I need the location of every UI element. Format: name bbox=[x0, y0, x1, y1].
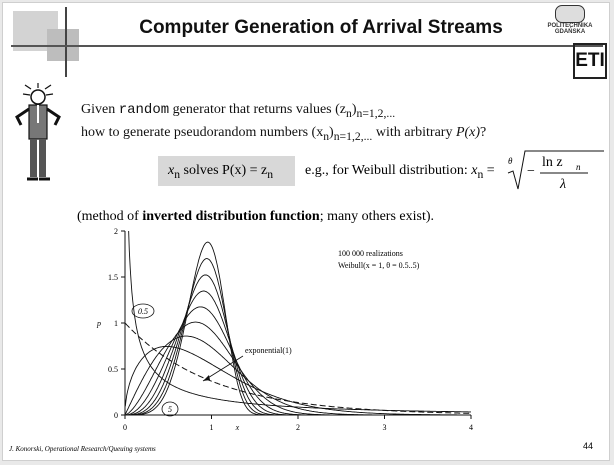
x-tick-label: 2 bbox=[296, 423, 300, 432]
intro-2-px: P(x) bbox=[455, 124, 481, 140]
example-text: e.g., for Weibull distribution: xn = bbox=[305, 163, 495, 181]
method-a: (method of bbox=[77, 209, 143, 224]
x-tick-label: 1 bbox=[210, 423, 214, 432]
university-name: POLITECHNIKA GDAŃSKA bbox=[547, 23, 593, 35]
corner-vertical-line bbox=[65, 7, 67, 77]
x-tick-label: 3 bbox=[383, 423, 387, 432]
eg-eq: = bbox=[483, 163, 495, 178]
intro-line-2: how to generate pseudorandom numbers (xn… bbox=[81, 123, 486, 146]
method-b: ; many others exist). bbox=[319, 209, 434, 224]
annotation-theta-low: 0.5 bbox=[138, 307, 148, 316]
weibull-chart: 0 1 2 3 4 0 0.5 1 1.5 2 x p 100 000 realizations Weib… bbox=[96, 227, 473, 432]
intro-1b: generator that returns values (z bbox=[169, 102, 347, 117]
intro-text: Given random generator that returns valu… bbox=[81, 100, 486, 146]
formula-rest: solves P(x) = z bbox=[180, 163, 268, 178]
y-tick-label: 1 bbox=[114, 319, 118, 328]
title-underline bbox=[11, 45, 603, 47]
y-tick-label: 0 bbox=[114, 411, 118, 420]
root-numerator: ln z bbox=[542, 155, 563, 170]
series-line-theta-4.5 bbox=[125, 258, 471, 415]
footer-text: J. Konorski, Operational Research/Queuin… bbox=[9, 445, 156, 453]
chart-legend-line-2: Weibull(x = 1, θ = 0.5..5) bbox=[338, 261, 420, 270]
thinking-man-icon bbox=[15, 83, 61, 181]
intro-2a: how to generate pseudorandom numbers (x bbox=[81, 124, 324, 140]
random-code: random bbox=[118, 102, 170, 118]
slide-title: Computer Generation of Arrival Streams bbox=[139, 17, 503, 38]
series-line-theta-1 bbox=[125, 323, 471, 414]
root-minus: − bbox=[527, 164, 535, 179]
slide: Computer Generation of Arrival Streams P… bbox=[2, 2, 610, 461]
formula-x: x bbox=[168, 163, 175, 178]
eg-sub: n bbox=[477, 167, 484, 181]
root-denominator: λ bbox=[559, 177, 566, 192]
intro-2b: ) bbox=[329, 124, 334, 140]
series-line-theta-1.5 bbox=[125, 345, 471, 415]
eg-text: e.g., for Weibull distribution: bbox=[305, 163, 472, 178]
y-tick-label: 1.5 bbox=[108, 273, 118, 282]
root-sign bbox=[507, 150, 604, 190]
formula-sub: n bbox=[174, 167, 181, 181]
method-text: (method of inverted distribution functio… bbox=[77, 209, 434, 225]
x-axis-label: x bbox=[235, 423, 240, 432]
chart-legend-line-1: 100 000 realizations bbox=[338, 249, 403, 258]
weibull-formula: θ − ln z n λ bbox=[507, 150, 604, 192]
y-axis-label: p bbox=[96, 319, 101, 328]
method-bold: inverted distribution function bbox=[142, 209, 320, 224]
y-tick-label: 2 bbox=[114, 227, 118, 236]
eg-x: x bbox=[471, 163, 478, 178]
series-line-theta-3 bbox=[125, 306, 471, 415]
intro-2-q: ? bbox=[480, 124, 487, 140]
series-line-theta-2.5 bbox=[125, 321, 471, 415]
intro-1c: ) bbox=[351, 102, 357, 117]
page-number: 44 bbox=[583, 441, 594, 451]
root-index: θ bbox=[508, 156, 513, 166]
y-tick-label: 0.5 bbox=[108, 365, 118, 374]
intro-2-sub2: n=1,2,... bbox=[333, 129, 373, 143]
intro-2c: with arbitrary bbox=[372, 124, 456, 140]
series-line-theta-0.5 bbox=[128, 231, 471, 413]
intro-1a: Given bbox=[81, 102, 119, 117]
university-emblem bbox=[555, 5, 585, 23]
eti-logo: ETI bbox=[573, 43, 607, 79]
series-line-theta-3.5 bbox=[125, 290, 471, 415]
annotation-ellipse bbox=[131, 303, 155, 319]
formula-sub2: n bbox=[267, 167, 274, 181]
formula-text: xn solves P(x) = zn bbox=[168, 163, 273, 181]
intro-line-1: Given random generator that returns valu… bbox=[81, 100, 486, 123]
intro-1-sub2: n=1,2,... bbox=[356, 106, 396, 120]
annotation-ellipse bbox=[161, 401, 179, 417]
x-tick-label: 0 bbox=[123, 423, 127, 432]
annotation-arrow bbox=[202, 355, 244, 382]
series-line-theta-4 bbox=[125, 274, 471, 415]
series-line-theta-5 bbox=[125, 241, 471, 415]
intro-1-sub: n bbox=[346, 106, 352, 120]
annotation-theta-high: 5 bbox=[168, 405, 172, 414]
annotation-arrowhead bbox=[203, 375, 210, 381]
annotation-exponential: exponential(1) bbox=[245, 346, 292, 355]
x-tick-label: 4 bbox=[469, 423, 473, 432]
intro-2-sub: n bbox=[323, 129, 330, 143]
formula-box bbox=[158, 156, 295, 186]
root-numerator-sub: n bbox=[576, 162, 581, 172]
